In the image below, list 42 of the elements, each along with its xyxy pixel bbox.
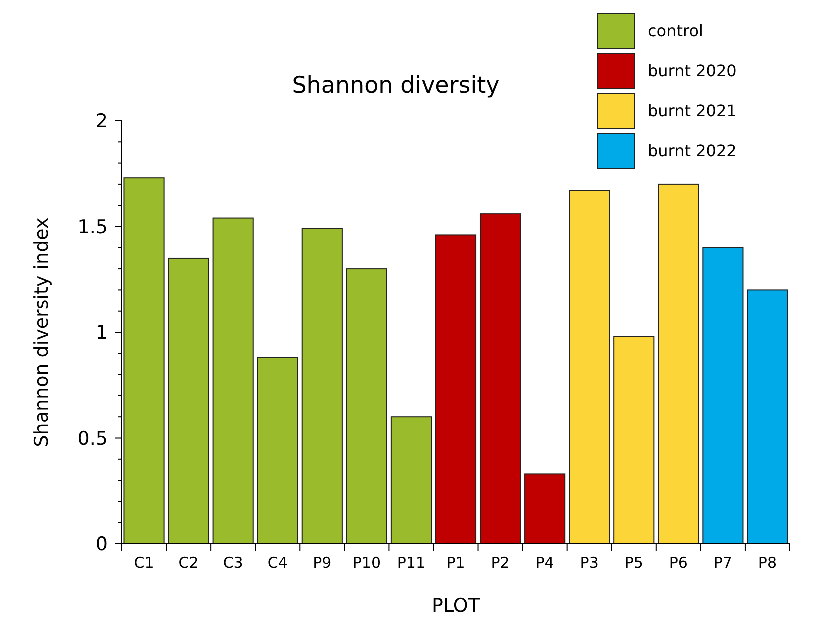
bar [658, 184, 700, 544]
bar [346, 268, 388, 544]
legend-label: control [648, 22, 704, 41]
x-tick-label: P7 [714, 554, 732, 572]
y-tick-label: 2 [96, 110, 108, 133]
x-tick-label: P3 [580, 554, 599, 572]
bar [257, 357, 298, 544]
x-tick-label: P6 [669, 554, 688, 572]
x-tick-label: C2 [178, 554, 199, 572]
bar [702, 247, 744, 544]
x-tick-label: C3 [223, 554, 244, 572]
y-tick-label: 1.5 [78, 216, 108, 238]
bar [212, 218, 254, 544]
x-tick-label: P2 [491, 554, 510, 572]
y-tick-label: 1 [96, 322, 108, 344]
y-tick-label: 0.5 [78, 428, 108, 450]
y-axis-title: Shannon diversity index [31, 218, 53, 448]
x-tick-label: P8 [758, 554, 778, 572]
x-tick-label: P5 [624, 554, 644, 572]
x-axis-title: PLOT [432, 595, 480, 617]
x-tick-label: P9 [313, 554, 332, 572]
x-tick-label: C4 [268, 554, 288, 572]
x-tick-label: P1 [446, 554, 466, 572]
x-tick-label: P4 [536, 554, 554, 572]
legend-label: burnt 2022 [648, 142, 737, 161]
bar [168, 258, 210, 544]
bar [480, 214, 522, 544]
bar [302, 228, 343, 544]
bar [614, 336, 655, 544]
bar [569, 190, 610, 544]
bar [124, 178, 165, 544]
bar [390, 416, 432, 544]
legend-label: burnt 2021 [648, 102, 737, 121]
y-tick-label: 0 [96, 534, 108, 556]
bar [747, 290, 788, 544]
x-tick-label: P10 [352, 554, 382, 572]
bar [435, 234, 477, 544]
legend-label: burnt 2020 [648, 62, 737, 81]
bar [524, 474, 566, 544]
x-tick-label: P11 [397, 554, 426, 572]
x-tick-label: C1 [134, 554, 154, 572]
chart-title: Shannon diversity [292, 73, 500, 99]
